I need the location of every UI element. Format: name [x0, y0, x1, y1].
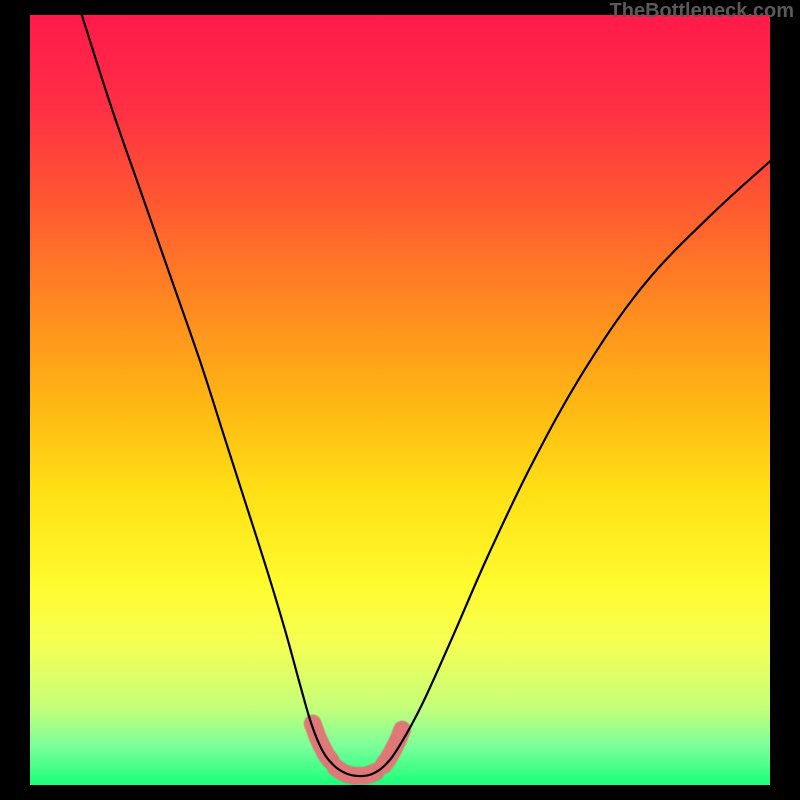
watermark-text: TheBottleneck.com — [610, 0, 794, 23]
plot-area — [30, 15, 770, 785]
gradient-plot — [30, 15, 770, 785]
stage: TheBottleneck.com — [0, 0, 800, 800]
gradient-rect — [30, 15, 770, 785]
